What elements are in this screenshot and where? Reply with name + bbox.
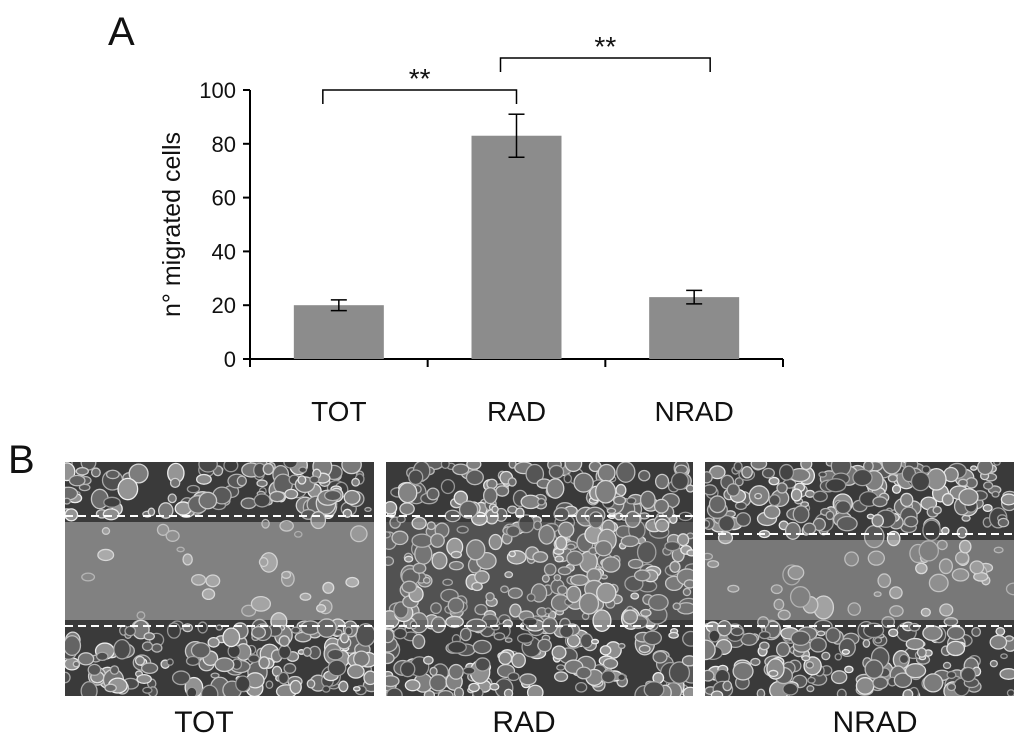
panel-label-a: A [108, 10, 135, 54]
y-tick-label: 80 [212, 132, 236, 157]
significance-label: ** [594, 31, 616, 62]
significance-bracket [499, 57, 711, 72]
micrograph-rad [386, 462, 693, 696]
y-axis-label: n° migrated cells [158, 132, 186, 317]
x-tick-label-rad: RAD [487, 396, 546, 427]
y-tick-label: 60 [212, 186, 236, 211]
micrograph-tot [65, 462, 374, 696]
micrograph-label-nrad: NRAD [832, 706, 918, 739]
y-tick-label: 0 [224, 347, 236, 372]
bar-nrad [649, 297, 740, 359]
y-tick-label: 100 [199, 78, 236, 103]
significance-bracket [322, 89, 518, 104]
micrograph-label-rad: RAD [492, 706, 556, 739]
y-tick-label: 20 [212, 293, 236, 318]
bar-rad [471, 135, 562, 359]
bar-chart: 0 20 40 60 80 100 n° migrated cells TOT RAD NRAD *… [158, 31, 784, 427]
micrograph-label-tot: TOT [174, 706, 234, 739]
x-tick-label-tot: TOT [311, 396, 366, 427]
bar-tot [293, 305, 384, 359]
significance-label: ** [409, 63, 431, 94]
panel-label-b: B [8, 438, 35, 482]
micrograph-nrad [705, 462, 1014, 696]
x-tick-label-nrad: NRAD [654, 396, 733, 427]
y-tick-label: 40 [212, 239, 236, 264]
